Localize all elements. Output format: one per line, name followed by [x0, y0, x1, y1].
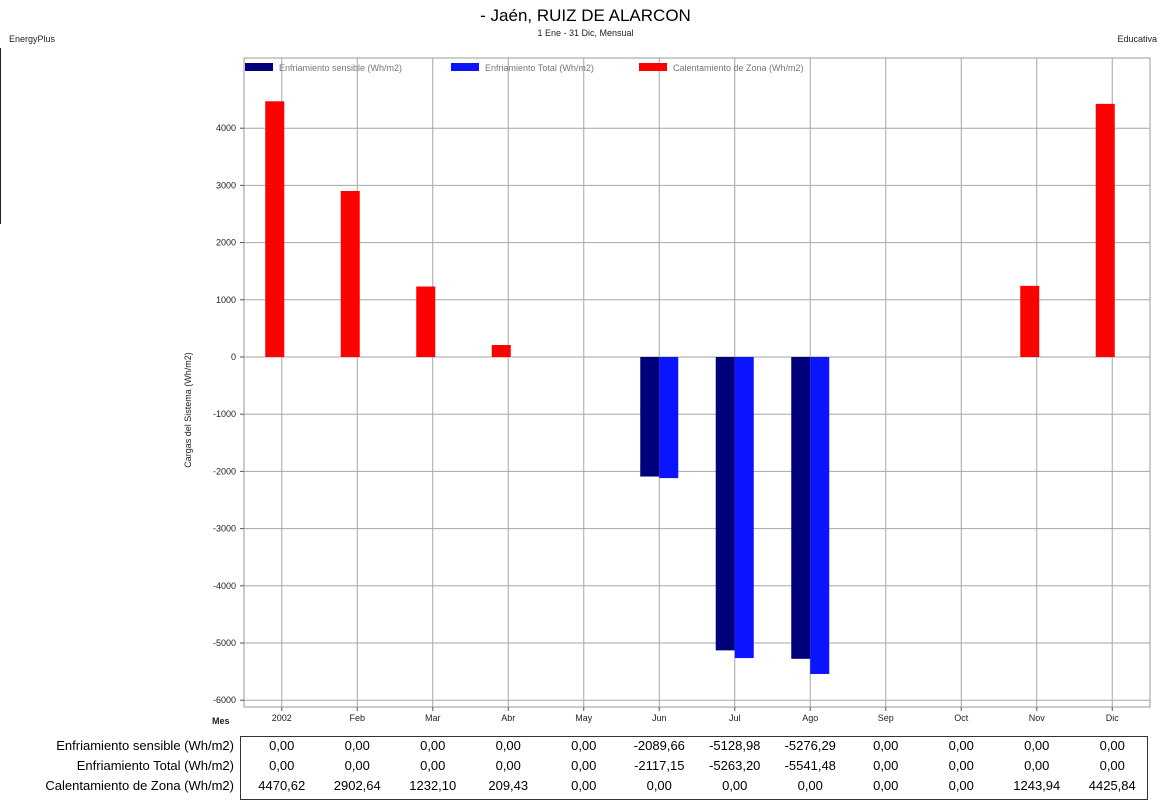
left-border-line: [0, 48, 1, 224]
table-cell: 0,00: [420, 758, 446, 773]
table-cell: 0,00: [722, 778, 748, 793]
table-row-label: Calentamiento de Zona (Wh/m2): [45, 778, 234, 793]
data-table: [240, 736, 1148, 800]
plot-area: [243, 57, 1151, 708]
table-cell: 0,00: [420, 738, 446, 753]
table-cell: 0,00: [269, 738, 295, 753]
edition-label: Educativa: [1117, 34, 1157, 44]
table-cell: 0,00: [269, 758, 295, 773]
legend-label: Calentamiento de Zona (Wh/m2): [673, 63, 804, 73]
table-cell: 0,00: [873, 778, 899, 793]
x-tick-label: Dic: [1106, 713, 1119, 723]
y-tick-label: -5000: [213, 638, 236, 648]
y-tick-label: -3000: [213, 524, 236, 534]
table-cell: -5276,29: [784, 738, 836, 753]
bar-enfriamiento-sensible: [715, 357, 735, 651]
table-cell: 0,00: [873, 738, 899, 753]
table-cell: 0,00: [1024, 738, 1050, 753]
chart-subtitle: 1 Ene - 31 Dic, Mensual: [537, 28, 634, 38]
y-tick-label: -4000: [213, 581, 236, 591]
chart-title: - Jaén, RUIZ DE ALARCON: [480, 6, 691, 25]
table-cell: 0,00: [571, 738, 597, 753]
table-cell: 2902,64: [333, 778, 381, 793]
table-cell: 0,00: [495, 758, 521, 773]
table-cell: 1243,94: [1013, 778, 1061, 793]
bar-calentamiento-zona: [1095, 103, 1115, 357]
table-cell: 0,00: [948, 778, 974, 793]
x-axis-label: Mes: [212, 716, 230, 726]
table-cell: 0,00: [646, 778, 672, 793]
bar-calentamiento-zona: [340, 190, 360, 357]
table-cell: -2117,15: [634, 758, 685, 773]
bar-calentamiento-zona: [265, 101, 285, 357]
table-row-label: Enfriamiento Total (Wh/m2): [76, 758, 234, 773]
bar-calentamiento-zona: [1020, 285, 1040, 357]
legend-label: Enfriamiento Total (Wh/m2): [485, 63, 594, 73]
table-cell: 4425,84: [1088, 778, 1136, 793]
table-cell: -5128,98: [709, 738, 761, 753]
table-cell: 0,00: [571, 758, 597, 773]
bar-enfriamiento-total: [810, 357, 830, 674]
table-cell: -5263,20: [709, 758, 761, 773]
table-cell: 0,00: [948, 738, 974, 753]
bar-enfriamiento-sensible: [791, 357, 811, 659]
y-tick-label: -2000: [213, 466, 236, 476]
table-cell: 0,00: [344, 758, 370, 773]
table-row-label: Enfriamiento sensible (Wh/m2): [56, 738, 234, 753]
table-cell: 0,00: [1099, 738, 1125, 753]
bar-calentamiento-zona: [491, 345, 511, 357]
x-tick-label: Nov: [1029, 713, 1046, 723]
x-tick-label: Oct: [954, 713, 969, 723]
table-cell: 0,00: [873, 758, 899, 773]
table-cell: 209,43: [488, 778, 529, 793]
table-cell: 0,00: [1024, 758, 1050, 773]
bar-enfriamiento-total: [659, 357, 679, 479]
table-cell: 1232,10: [409, 778, 457, 793]
table-cell: -2089,66: [633, 738, 685, 753]
table-cell: 0,00: [948, 758, 974, 773]
table-cell: 0,00: [495, 738, 521, 753]
table-cell: 0,00: [571, 778, 597, 793]
table-cell: 4470,62: [258, 778, 306, 793]
app-label: EnergyPlus: [9, 34, 56, 44]
x-tick-label: Jul: [729, 713, 741, 723]
bar-enfriamiento-sensible: [640, 357, 660, 477]
x-tick-label: May: [575, 713, 593, 723]
legend-label: Enfriamiento sensible (Wh/m2): [279, 63, 402, 73]
x-tick-label: Sep: [878, 713, 894, 723]
legend-swatch: [245, 63, 273, 71]
x-tick-label: 2002: [272, 713, 292, 723]
y-tick-label: 3000: [216, 180, 236, 190]
table-cell: -5541,48: [784, 758, 836, 773]
x-tick-label: Ago: [802, 713, 818, 723]
table-cell: 0,00: [797, 778, 823, 793]
legend-swatch: [639, 63, 667, 71]
x-tick-label: Jun: [652, 713, 667, 723]
table-cell: 0,00: [344, 738, 370, 753]
table-cell: 0,00: [1099, 758, 1125, 773]
legend-swatch: [451, 63, 479, 71]
bar-calentamiento-zona: [416, 286, 436, 357]
x-tick-label: Feb: [349, 713, 365, 723]
bar-enfriamiento-total: [734, 357, 754, 659]
y-tick-label: 0: [231, 352, 236, 362]
y-tick-label: 4000: [216, 123, 236, 133]
x-tick-label: Mar: [425, 713, 441, 723]
y-tick-label: 2000: [216, 238, 236, 248]
y-axis-label: Cargas del Sistema (Wh/m2): [183, 352, 193, 468]
y-tick-label: 1000: [216, 295, 236, 305]
y-tick-label: -1000: [213, 409, 236, 419]
x-tick-label: Abr: [501, 713, 515, 723]
y-tick-label: -6000: [213, 695, 236, 705]
